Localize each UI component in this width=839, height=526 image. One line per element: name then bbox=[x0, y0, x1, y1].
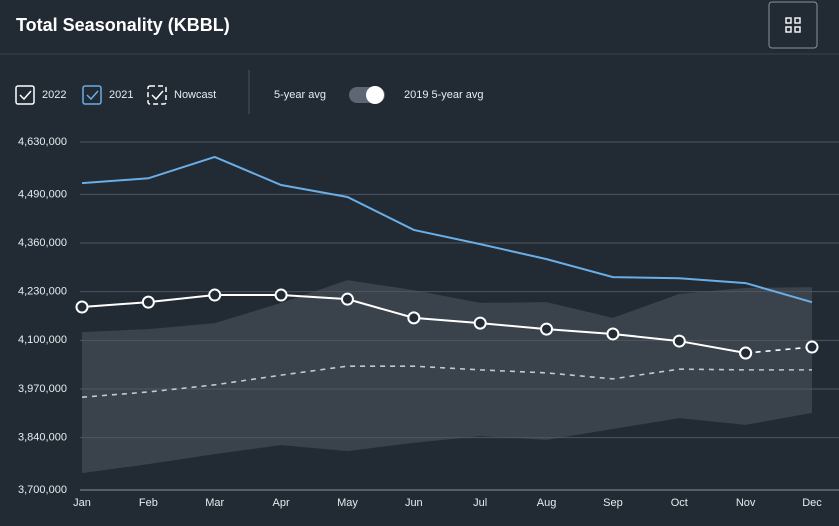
point bbox=[739, 346, 753, 360]
x-tick-label: Mar bbox=[205, 497, 224, 509]
point bbox=[672, 334, 686, 348]
icon[interactable] bbox=[794, 26, 801, 33]
point bbox=[606, 327, 620, 341]
legend-nowcast[interactable]: Nowcast bbox=[147, 85, 216, 105]
point bbox=[540, 322, 554, 336]
y-tick-label: 4,630,000 bbox=[18, 136, 67, 148]
series-line bbox=[81, 155, 813, 304]
icon[interactable] bbox=[785, 26, 792, 33]
point bbox=[473, 316, 487, 330]
title: Total Seasonality (KBBL) bbox=[16, 15, 230, 35]
x-tick-label: Nov bbox=[736, 497, 756, 509]
point bbox=[141, 295, 155, 309]
y-tick-label: 3,840,000 bbox=[18, 432, 67, 444]
point bbox=[407, 311, 421, 325]
y-tick-label: 4,230,000 bbox=[18, 286, 67, 298]
y-tick-label: 3,700,000 bbox=[18, 484, 67, 496]
x-tick-label: Oct bbox=[671, 497, 688, 509]
toggle-label[interactable]: 2019 5-year avg bbox=[404, 89, 484, 101]
checkmark bbox=[86, 90, 99, 101]
toggle-label[interactable]: 5-year avg bbox=[274, 89, 326, 101]
y-tick-label: 4,360,000 bbox=[18, 237, 67, 249]
checkbox[interactable] bbox=[15, 85, 35, 105]
y-tick-label: 4,490,000 bbox=[18, 188, 67, 200]
checkbox[interactable] bbox=[147, 85, 167, 105]
x-tick-label: Aug bbox=[537, 497, 557, 509]
checkbox[interactable] bbox=[82, 85, 102, 105]
range-band bbox=[82, 280, 812, 474]
legend-2022[interactable]: 2022 bbox=[15, 85, 66, 105]
x-tick-label: Apr bbox=[273, 497, 290, 509]
point bbox=[208, 288, 222, 302]
expand-button[interactable] bbox=[768, 1, 818, 49]
x-tick-label: Sep bbox=[603, 497, 623, 509]
point bbox=[805, 340, 819, 354]
point bbox=[340, 292, 354, 306]
checkmark bbox=[151, 90, 164, 101]
point bbox=[75, 300, 89, 314]
x-tick-label: May bbox=[337, 497, 358, 509]
icon[interactable] bbox=[785, 17, 792, 24]
button-frame[interactable] bbox=[768, 1, 818, 49]
series-line bbox=[81, 365, 812, 398]
toggle-switch[interactable] bbox=[349, 86, 385, 104]
toggle-knob[interactable] bbox=[366, 86, 384, 104]
y-tick-label: 4,100,000 bbox=[18, 334, 67, 346]
legend-2021[interactable]: 2021 bbox=[82, 85, 133, 105]
x-tick-label: Feb bbox=[139, 497, 158, 509]
point bbox=[274, 288, 288, 302]
x-tick-label: Jun bbox=[405, 497, 423, 509]
x-tick-label: Jul bbox=[473, 497, 487, 509]
legend-label[interactable]: Nowcast bbox=[174, 89, 216, 101]
legend-label[interactable]: 2022 bbox=[42, 89, 66, 101]
series-line bbox=[745, 346, 813, 354]
legend-label[interactable]: 2021 bbox=[109, 89, 133, 101]
x-tick-label: Jan bbox=[73, 497, 91, 509]
x-tick-label: Dec bbox=[802, 497, 822, 509]
icon[interactable] bbox=[794, 17, 801, 24]
checkmark bbox=[19, 90, 32, 101]
y-tick-label: 3,970,000 bbox=[18, 383, 67, 395]
